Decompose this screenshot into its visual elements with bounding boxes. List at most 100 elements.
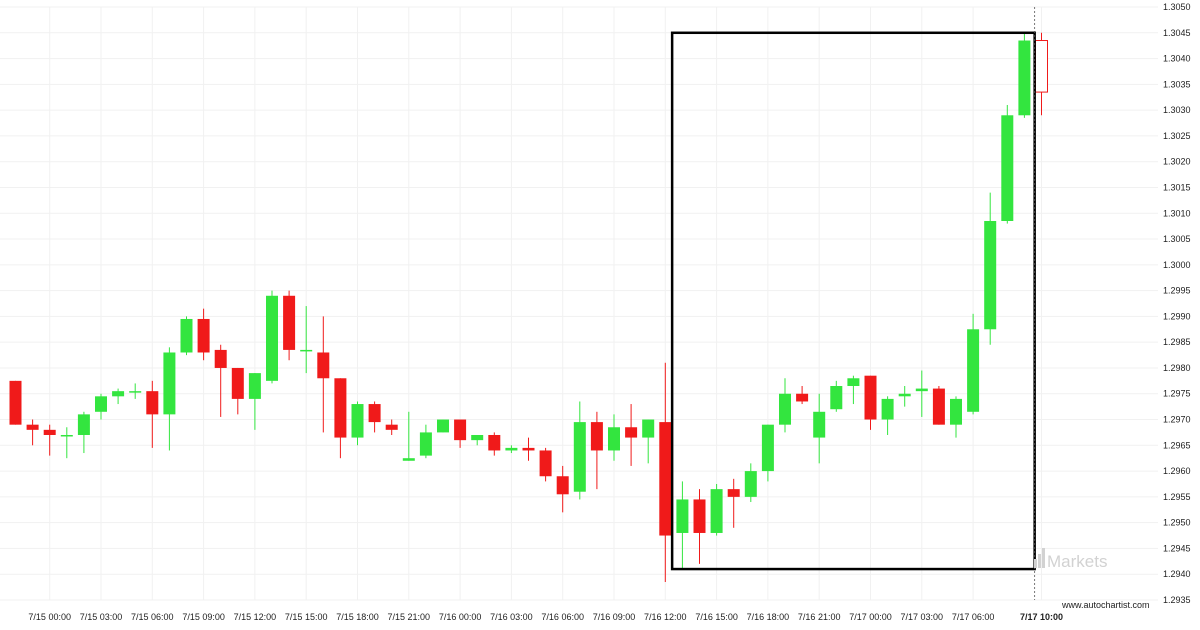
candle <box>488 432 501 456</box>
candle <box>283 290 296 361</box>
x-tick-label: 7/15 12:00 <box>234 612 277 622</box>
candle <box>385 419 398 435</box>
candle-body <box>197 318 210 353</box>
watermark: Markets <box>1034 548 1107 571</box>
x-tick-label: 7/16 03:00 <box>490 612 533 622</box>
candle-body <box>26 424 39 430</box>
y-tick-label: 1.2940 <box>1163 569 1191 579</box>
candle-body <box>1001 115 1014 221</box>
candle-body <box>317 352 330 379</box>
y-tick-label: 1.3050 <box>1163 2 1191 12</box>
x-tick-label: 7/16 18:00 <box>747 612 790 622</box>
x-tick-label: 7/17 06:00 <box>952 612 995 622</box>
candles <box>9 32 1048 582</box>
y-tick-label: 1.3020 <box>1163 157 1191 167</box>
y-tick-label: 1.3005 <box>1163 234 1191 244</box>
candle-body <box>77 414 90 435</box>
candle-body <box>505 447 518 451</box>
candle <box>248 373 261 430</box>
y-tick-label: 1.3000 <box>1163 260 1191 270</box>
candle <box>9 380 22 425</box>
candle-body <box>488 434 501 451</box>
candle-body <box>112 391 125 397</box>
x-tick-label: 7/17 10:00 <box>1020 612 1063 622</box>
x-tick-label: 7/17 00:00 <box>849 612 892 622</box>
candle-body <box>710 489 723 533</box>
candle <box>625 404 638 466</box>
candle <box>454 419 467 448</box>
y-tick-label: 1.2935 <box>1163 595 1191 605</box>
candle-body <box>984 220 997 330</box>
y-tick-label: 1.3035 <box>1163 79 1191 89</box>
candle <box>214 344 227 417</box>
candle <box>351 401 364 446</box>
candle-body <box>385 424 398 430</box>
candle-body <box>625 427 638 438</box>
candle-body <box>9 380 22 425</box>
candle-body <box>300 349 313 352</box>
y-tick-label: 1.2970 <box>1163 415 1191 425</box>
candle <box>967 313 980 415</box>
candle-body <box>419 432 432 456</box>
candle <box>1035 32 1048 116</box>
candle <box>556 465 569 513</box>
candle-body <box>847 378 860 387</box>
candle-body <box>779 393 791 425</box>
candle <box>693 489 706 564</box>
x-tick-label: 7/15 09:00 <box>182 612 225 622</box>
x-tick-label: 7/15 00:00 <box>28 612 71 622</box>
candle <box>522 437 535 461</box>
candle-body <box>813 411 826 438</box>
x-tick-label: 7/15 18:00 <box>336 612 379 622</box>
candle-body <box>642 419 655 438</box>
watermark-brand: Markets <box>1047 552 1107 571</box>
candle-body <box>744 471 757 497</box>
y-axis: 1.2935 1.2940 1.2945 1.2950 1.2955 1.2960 1.29… <box>1163 2 1191 605</box>
x-tick-label: 7/16 15:00 <box>695 612 738 622</box>
candle <box>573 401 586 500</box>
candle <box>505 445 518 454</box>
candle <box>761 424 774 482</box>
candle-body <box>881 398 894 420</box>
candle <box>727 478 740 528</box>
candle <box>898 386 911 407</box>
y-tick-label: 1.2975 <box>1163 389 1191 399</box>
candle-body <box>932 388 945 425</box>
candle <box>60 427 73 459</box>
x-tick-label: 7/15 21:00 <box>388 612 431 622</box>
candle-body <box>796 393 809 402</box>
ic-markets-logo-icon <box>1034 548 1045 568</box>
site-url: www.autochartist.com <box>1061 600 1150 610</box>
candle <box>881 396 894 435</box>
candle <box>95 393 107 420</box>
candle-body <box>283 295 296 350</box>
candle <box>710 483 723 536</box>
candle <box>163 347 176 451</box>
candle-body <box>231 367 244 399</box>
y-tick-label: 1.2980 <box>1163 363 1191 373</box>
candle <box>129 383 142 399</box>
y-tick-label: 1.2950 <box>1163 518 1191 528</box>
y-tick-label: 1.2960 <box>1163 466 1191 476</box>
candle-body <box>437 419 449 433</box>
candle <box>112 388 125 405</box>
candle-body <box>248 373 261 399</box>
candle-body <box>1018 40 1031 116</box>
candle-body <box>573 422 586 492</box>
y-tick-label: 1.3025 <box>1163 131 1191 141</box>
candle <box>1001 104 1014 224</box>
candle-body <box>522 447 535 451</box>
candle-body <box>761 424 774 472</box>
candle-body <box>864 375 877 420</box>
y-tick-label: 1.3045 <box>1163 28 1191 38</box>
candle <box>590 411 603 490</box>
candle <box>676 481 689 570</box>
candle-body <box>180 318 193 353</box>
candle-body <box>539 450 552 477</box>
candle-body <box>898 393 911 397</box>
candle-body <box>693 499 706 533</box>
candle-body <box>60 434 73 437</box>
candle-body <box>266 295 278 381</box>
y-tick-label: 1.2945 <box>1163 543 1191 553</box>
candle-body <box>95 396 107 412</box>
